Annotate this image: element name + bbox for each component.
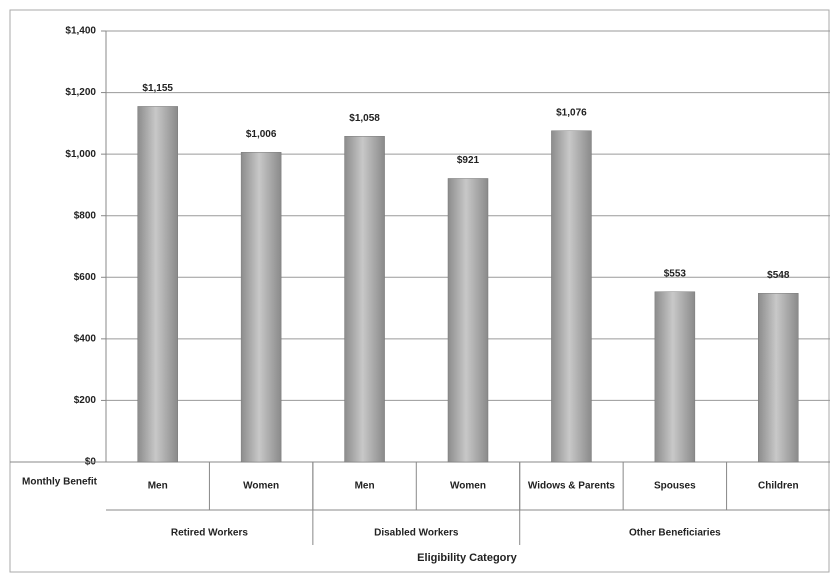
x-tick-label: Men	[355, 481, 375, 492]
data-label: $553	[664, 268, 687, 279]
x-tick-label: Spouses	[654, 481, 696, 492]
bar	[758, 293, 799, 463]
data-label: $1,006	[246, 129, 277, 140]
x-tick-label: Children	[758, 481, 799, 492]
y-tick-label: $400	[74, 333, 97, 344]
bar	[447, 178, 489, 463]
y-tick-label: $1,000	[65, 149, 96, 160]
bar	[240, 152, 282, 463]
x-axis-title: Eligibility Category	[417, 552, 518, 564]
y-tick-label: $1,400	[65, 26, 96, 37]
bar	[344, 136, 385, 463]
data-label: $1,155	[142, 83, 173, 94]
data-label: $548	[767, 270, 790, 281]
bar	[137, 106, 178, 463]
y-tick-label: $200	[74, 395, 97, 406]
chart-frame	[9, 9, 830, 573]
group-label: Other Beneficiaries	[629, 528, 721, 539]
bar	[551, 130, 592, 463]
data-label: $1,076	[556, 107, 587, 118]
y-tick-label: $800	[74, 210, 97, 221]
y-tick-label: $1,200	[65, 87, 96, 98]
bar	[654, 291, 696, 463]
x-tick-label: Widows & Parents	[528, 481, 616, 492]
x-tick-label: Women	[450, 481, 486, 492]
group-label: Disabled Workers	[374, 528, 459, 539]
data-label: $921	[457, 155, 480, 166]
x-tick-label: Women	[243, 481, 279, 492]
group-label: Retired Workers	[171, 528, 249, 539]
data-label: $1,058	[349, 113, 380, 124]
row-label: Monthly Benefit	[22, 477, 98, 488]
x-tick-label: Men	[148, 481, 168, 492]
y-tick-label: $600	[74, 272, 97, 283]
